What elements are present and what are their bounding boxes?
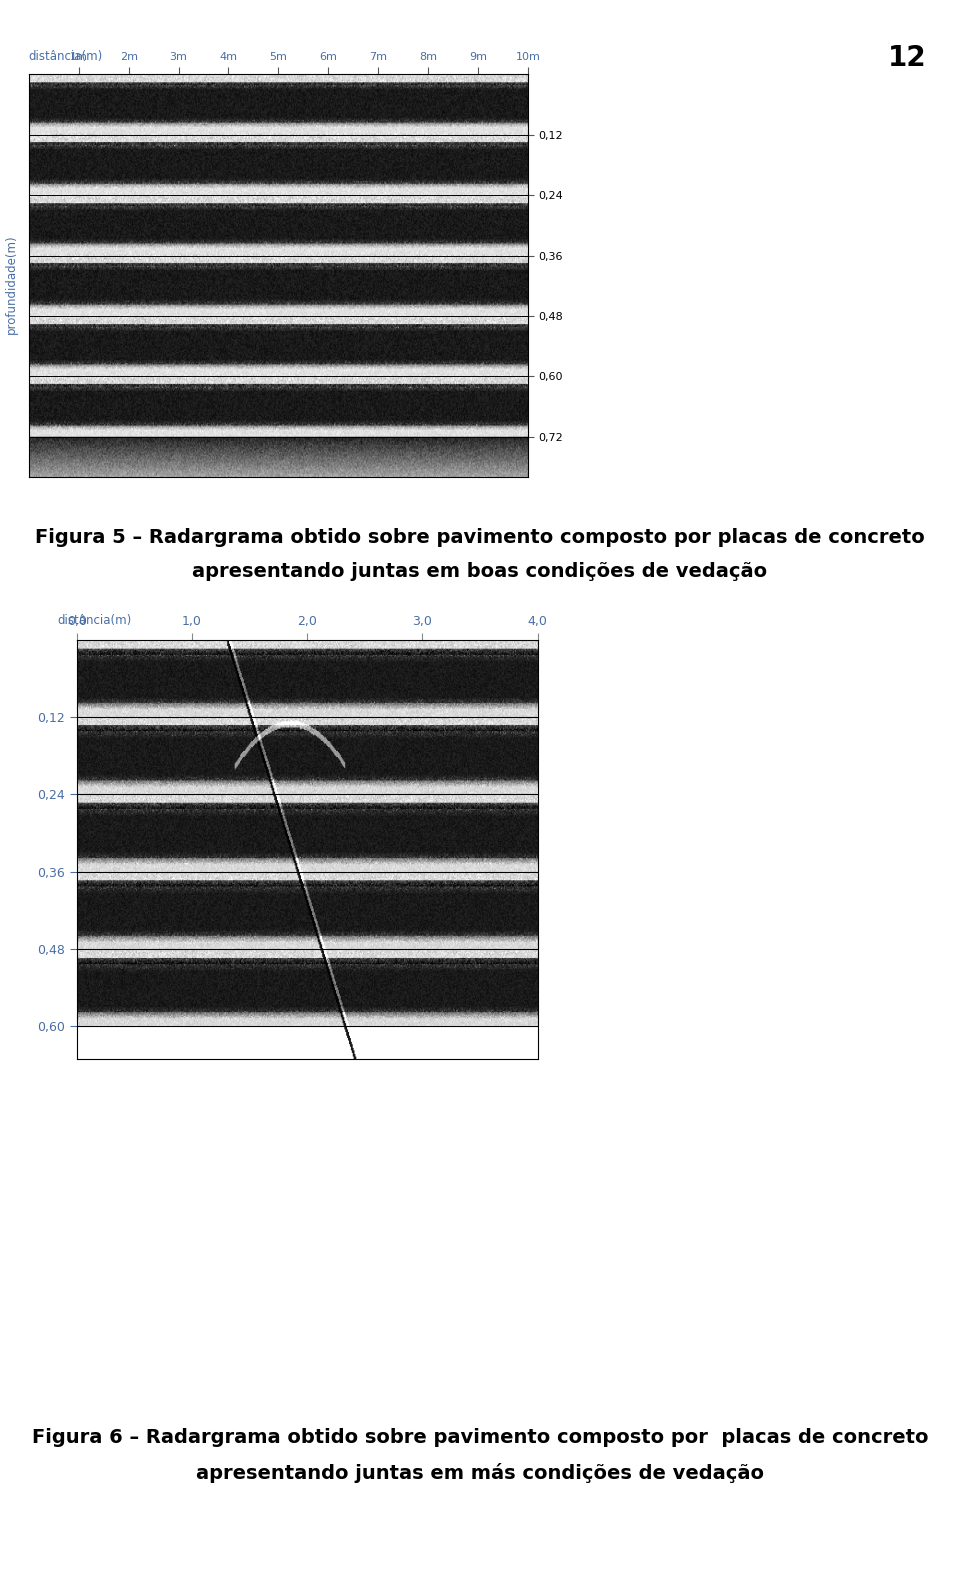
- Text: profundidade(m): profundidade(m): [5, 234, 18, 335]
- Text: 12: 12: [888, 44, 926, 73]
- Text: apresentando juntas em boas condições de vedação: apresentando juntas em boas condições de…: [192, 562, 768, 581]
- Text: Figura 6 – Radargrama obtido sobre pavimento composto por  placas de concreto: Figura 6 – Radargrama obtido sobre pavim…: [32, 1428, 928, 1447]
- Text: Figura 5 – Radargrama obtido sobre pavimento composto por placas de concreto: Figura 5 – Radargrama obtido sobre pavim…: [36, 528, 924, 547]
- Text: distância(m): distância(m): [58, 615, 132, 627]
- Text: apresentando juntas em más condições de vedação: apresentando juntas em más condições de …: [196, 1463, 764, 1482]
- Text: distância(m): distância(m): [29, 51, 103, 63]
